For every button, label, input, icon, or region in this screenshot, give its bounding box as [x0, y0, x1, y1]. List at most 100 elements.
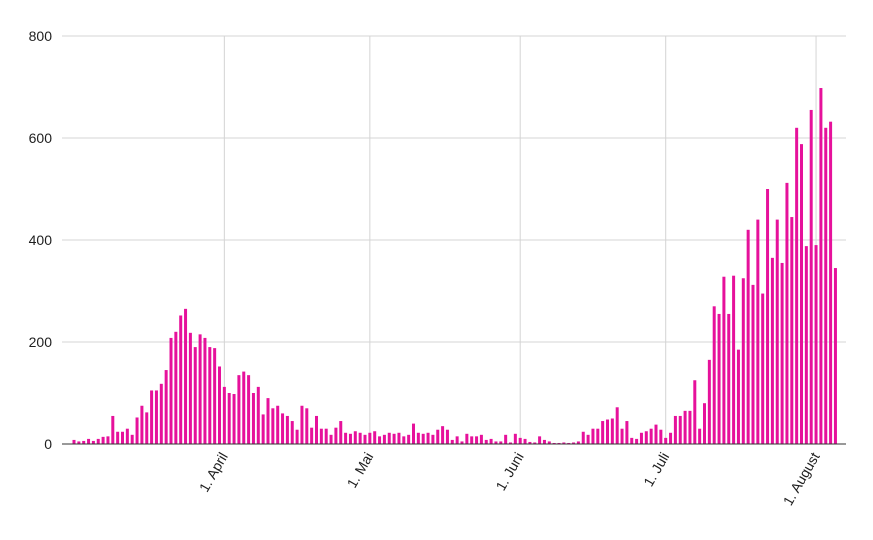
- bar: [125, 428, 129, 444]
- bar: [518, 437, 522, 444]
- bar: [625, 421, 629, 444]
- y-tick-label: 0: [44, 436, 52, 452]
- bar: [281, 413, 285, 444]
- bar: [363, 434, 367, 444]
- y-tick-label: 800: [29, 28, 53, 44]
- bar: [523, 438, 527, 444]
- bar: [412, 423, 415, 444]
- bar: [756, 219, 760, 444]
- bar: [218, 366, 221, 444]
- bar: [159, 383, 163, 444]
- x-tick-label: 1. Juli: [640, 450, 672, 490]
- bar: [368, 432, 372, 444]
- bar: [732, 275, 736, 444]
- bar: [198, 334, 202, 444]
- bar: [567, 442, 571, 444]
- x-tick-label: 1. Juni: [492, 450, 526, 494]
- bar: [785, 182, 789, 444]
- bar: [761, 293, 765, 444]
- bar: [669, 432, 673, 444]
- bar: [751, 284, 755, 444]
- bar: [305, 408, 309, 444]
- bar: [184, 308, 188, 444]
- bar: [542, 439, 546, 444]
- bar: [310, 427, 314, 444]
- bar: [644, 431, 648, 444]
- bar: [615, 407, 619, 444]
- bar: [397, 432, 401, 444]
- bar: [717, 313, 721, 444]
- bar: [164, 370, 168, 444]
- bar: [533, 442, 537, 444]
- y-tick-label: 400: [29, 232, 53, 248]
- bar: [271, 408, 275, 444]
- bar: [635, 438, 639, 444]
- bar: [489, 438, 493, 444]
- bar: [373, 431, 377, 444]
- bar: [698, 428, 702, 444]
- bar: [154, 390, 158, 444]
- bar: [445, 429, 449, 444]
- bar: [402, 436, 406, 444]
- bar: [688, 410, 692, 444]
- bar: [339, 421, 343, 444]
- bar: [460, 441, 464, 444]
- x-tick-label: 1. Mai: [344, 450, 377, 491]
- bar: [256, 386, 260, 444]
- bar: [722, 276, 726, 444]
- bar: [596, 428, 600, 444]
- bar: [601, 421, 605, 444]
- bar: [479, 434, 483, 444]
- bar: [475, 436, 479, 444]
- bar: [804, 246, 808, 444]
- bar: [251, 393, 255, 444]
- bar: [344, 432, 348, 444]
- bar: [227, 393, 231, 444]
- bar: [174, 331, 178, 444]
- bar: [775, 219, 779, 444]
- bar: [436, 429, 440, 444]
- bar: [610, 418, 614, 444]
- bar: [693, 380, 697, 444]
- bar: [87, 438, 91, 444]
- bar: [770, 257, 774, 444]
- bar: [334, 427, 338, 444]
- bar: [179, 315, 183, 444]
- bar: [528, 441, 532, 444]
- bar: [620, 428, 624, 444]
- bar: [421, 433, 425, 444]
- bar: [572, 442, 576, 444]
- bar: [266, 398, 270, 444]
- bar: [673, 415, 677, 444]
- bar: [727, 313, 731, 444]
- bar: [169, 337, 173, 444]
- bar: [465, 433, 469, 444]
- bar: [72, 439, 76, 444]
- bar: [678, 415, 682, 444]
- bar: [494, 441, 498, 444]
- bar: [290, 421, 294, 444]
- bar: [353, 431, 357, 444]
- bar: [295, 429, 299, 444]
- bar: [387, 432, 391, 444]
- bar: [649, 428, 653, 444]
- bar: [130, 434, 134, 444]
- bar: [741, 278, 745, 444]
- bar: [111, 415, 115, 444]
- bar: [300, 405, 304, 444]
- bar: [562, 442, 566, 444]
- bar: [208, 347, 212, 444]
- bar: [101, 436, 105, 444]
- bar: [150, 390, 154, 444]
- bar: [513, 433, 517, 444]
- bar: [203, 337, 207, 444]
- bar: [659, 429, 663, 444]
- bar: [232, 394, 236, 444]
- bar: [441, 426, 445, 444]
- bar: [504, 434, 508, 444]
- bar: [382, 434, 386, 444]
- x-axis-tick-labels: 1. April 1. Mai 1. Juni 1. Juli 1. August: [196, 449, 823, 508]
- bar: [193, 347, 197, 444]
- x-tick-label: 1. August: [780, 449, 823, 508]
